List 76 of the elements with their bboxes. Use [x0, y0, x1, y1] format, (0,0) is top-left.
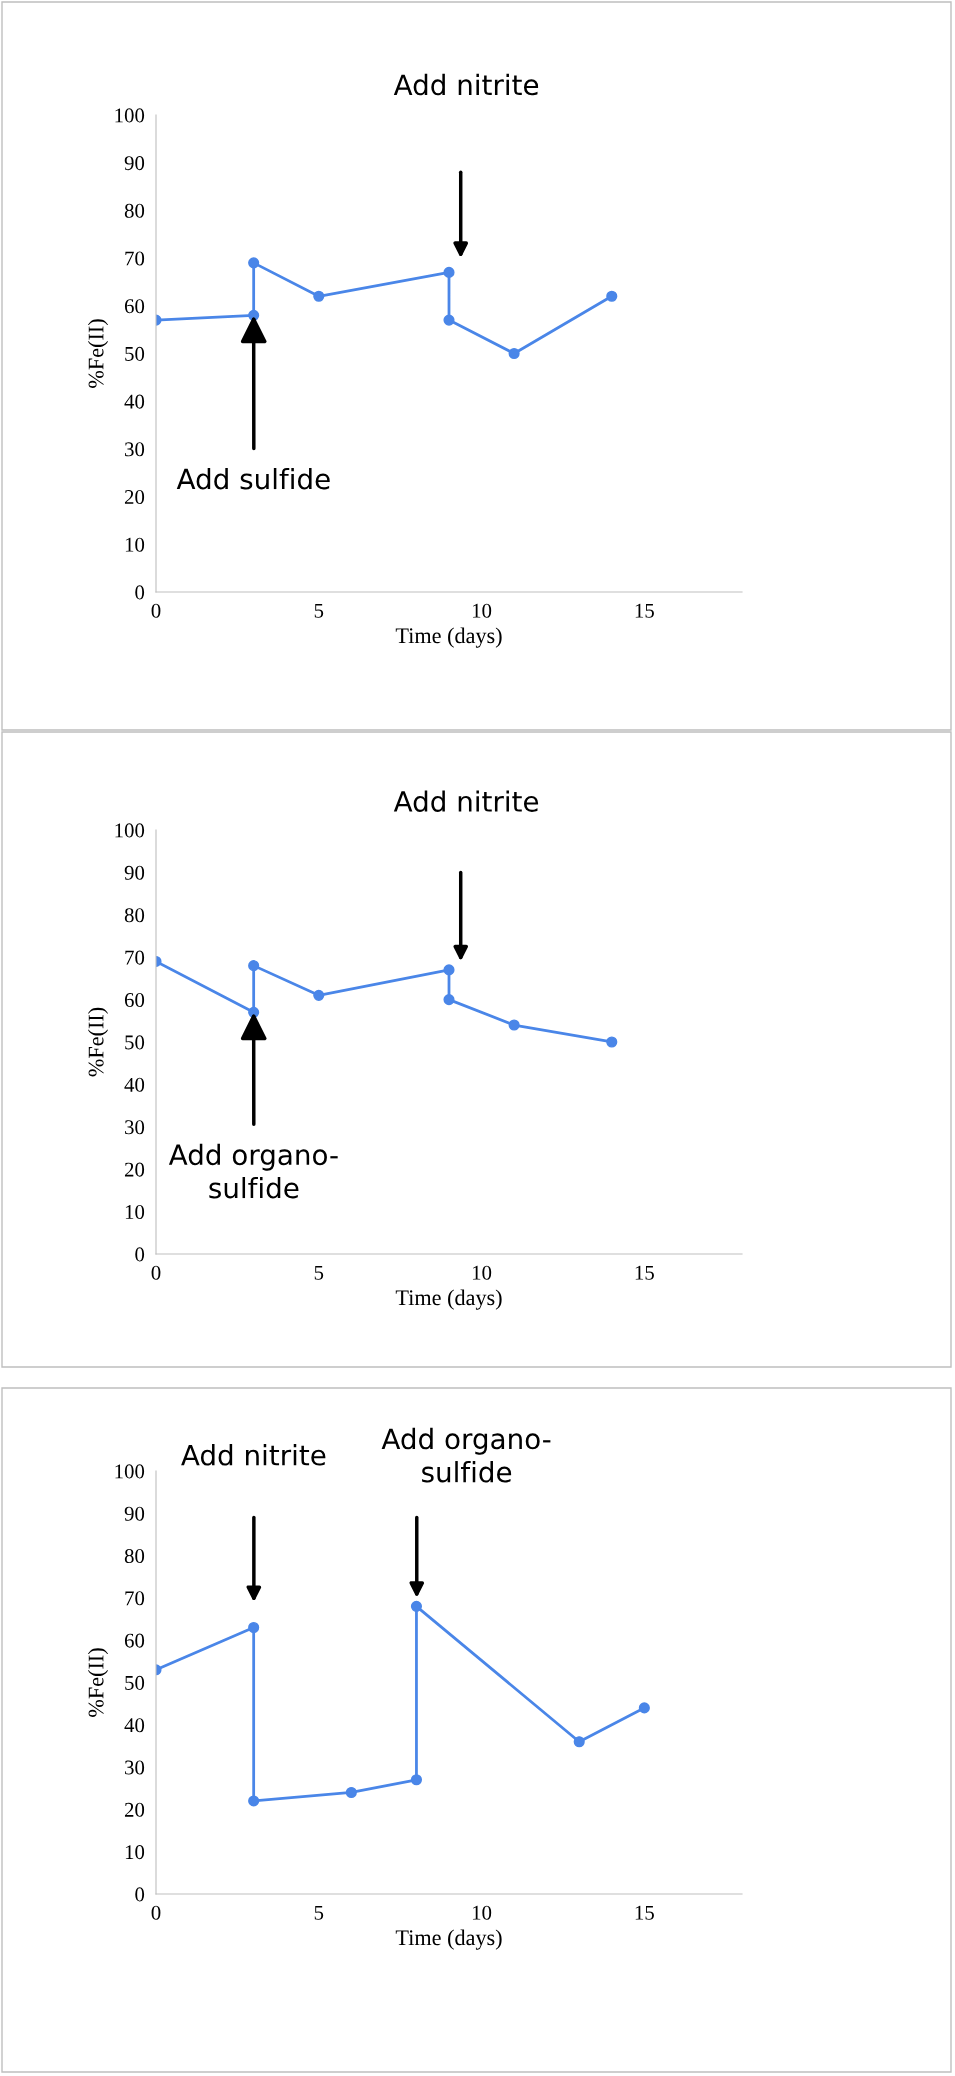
x-axis-title: Time (days) [395, 1929, 502, 1950]
y-axis-title: %Fe(II) [87, 1007, 109, 1077]
y-tick-label: 90 [124, 865, 145, 880]
point [638, 1702, 650, 1714]
point [573, 1736, 585, 1748]
x-axis-title: Time (days) [395, 627, 502, 648]
y-axis-title: %Fe(II) [87, 319, 109, 388]
annotation: Add organo- sulfide [381, 1427, 551, 1483]
point [313, 290, 325, 302]
point [508, 1019, 520, 1031]
y-tick-label: 50 [125, 346, 145, 361]
x-tick-label: 10 [472, 1265, 492, 1280]
x-tick-label: 15 [635, 1905, 654, 1920]
point [248, 257, 260, 269]
y-tick-label: 30 [125, 442, 145, 457]
point [606, 1036, 618, 1048]
x-tick-label: 5 [314, 603, 324, 618]
y-tick-label: 90 [124, 1506, 145, 1521]
x-tick-label: 10 [472, 603, 492, 618]
point [345, 1786, 357, 1799]
y-tick-label: 60 [124, 992, 145, 1008]
y-tick-label: 10 [125, 1204, 145, 1220]
x-tick-label: 5 [314, 1265, 324, 1280]
y-tick-label: 40 [124, 394, 145, 409]
annotation: Add organo- sulfide [168, 1143, 338, 1199]
y-tick-label: 40 [124, 1718, 145, 1733]
point [248, 1621, 260, 1634]
y-tick-label: 80 [124, 203, 145, 218]
y-tick-label: 10 [125, 537, 145, 552]
x-tick-label: 10 [472, 1905, 492, 1920]
y-tick-label: 100 [115, 1464, 145, 1479]
text: Add nitrite [393, 790, 539, 812]
annotation: Add sulfide [176, 467, 330, 490]
y-tick-label: 0 [135, 1247, 145, 1262]
text: Add nitrite [393, 73, 539, 96]
x-axis-title: Time (days) [395, 1289, 502, 1310]
point [248, 1795, 260, 1807]
y-axis-title: %Fe(II) [87, 1648, 109, 1717]
point [443, 994, 455, 1006]
y-tick-label: 30 [125, 1760, 145, 1775]
y-tick-label: 100 [115, 108, 145, 123]
point [410, 1774, 423, 1786]
x-tick-label: 15 [635, 603, 654, 618]
y-tick-label: 50 [125, 1035, 145, 1050]
y-tick-label: 60 [124, 299, 145, 314]
y-tick-label: 30 [125, 1120, 145, 1135]
y-tick-label: 20 [124, 1162, 145, 1177]
y-tick-label: 20 [124, 1802, 145, 1817]
text: Add nitrite [181, 1444, 326, 1466]
y-tick-label: 80 [124, 1548, 145, 1564]
point [313, 989, 325, 1001]
y-tick-label: 0 [135, 1887, 145, 1902]
y-tick-label: 40 [124, 1077, 145, 1092]
point [443, 314, 455, 326]
y-tick-label: 50 [125, 1675, 145, 1690]
point [508, 347, 520, 360]
x-tick-label: 15 [635, 1265, 654, 1280]
y-tick-label: 70 [125, 950, 145, 965]
y-tick-label: 10 [125, 1845, 145, 1860]
y-tick-label: 80 [124, 908, 145, 923]
point [410, 1600, 423, 1612]
x-tick-label: 0 [151, 1265, 161, 1280]
y-tick-label: 90 [124, 156, 145, 171]
point [248, 960, 260, 972]
x-tick-label: 0 [151, 1905, 161, 1920]
y-tick-label: 60 [124, 1633, 145, 1648]
point [443, 266, 455, 278]
point [606, 290, 618, 302]
point [443, 964, 455, 976]
y-tick-label: 100 [115, 823, 145, 838]
y-tick-label: 70 [125, 251, 145, 266]
y-tick-label: 0 [135, 585, 145, 600]
x-tick-label: 0 [151, 603, 161, 618]
y-tick-label: 20 [124, 489, 145, 505]
y-tick-label: 70 [125, 1591, 145, 1606]
x-tick-label: 5 [314, 1905, 324, 1920]
